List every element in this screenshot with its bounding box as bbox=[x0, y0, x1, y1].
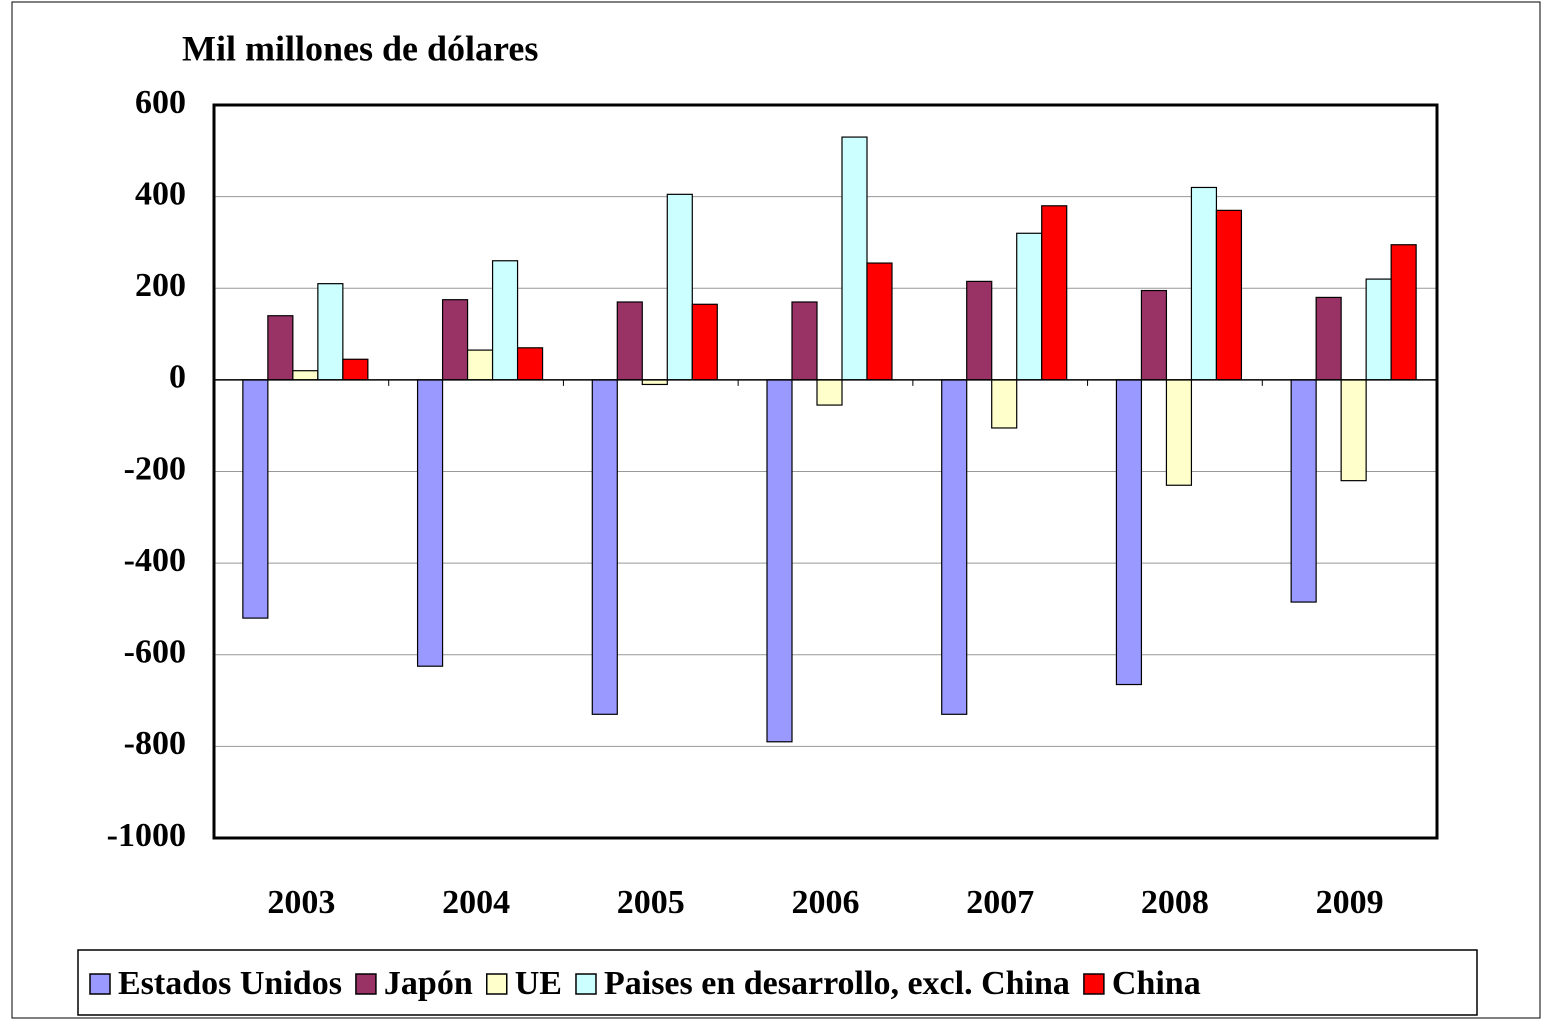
x-tick-label: 2004 bbox=[442, 884, 510, 921]
bar bbox=[416, 379, 444, 667]
y-tick-label: 200 bbox=[135, 267, 186, 304]
bar bbox=[441, 299, 469, 381]
x-tick-label: 2008 bbox=[1141, 884, 1209, 921]
bar bbox=[1365, 278, 1392, 381]
bar bbox=[841, 136, 868, 381]
legend-swatch bbox=[575, 973, 597, 995]
y-tick-label: 400 bbox=[135, 175, 186, 212]
bar bbox=[1115, 379, 1143, 686]
bar bbox=[491, 260, 519, 381]
bar bbox=[1390, 244, 1417, 381]
bar bbox=[1315, 296, 1342, 381]
bar bbox=[516, 347, 544, 381]
y-tick-label: -400 bbox=[124, 542, 186, 579]
bar bbox=[1140, 289, 1168, 381]
bar bbox=[317, 283, 344, 381]
bar bbox=[292, 370, 319, 381]
bar bbox=[267, 315, 294, 381]
y-tick-label: -1000 bbox=[107, 817, 186, 854]
chart-title: Mil millones de dólares bbox=[182, 28, 538, 68]
bar bbox=[591, 379, 618, 715]
x-tick-label: 2005 bbox=[617, 884, 685, 921]
legend-swatch bbox=[355, 973, 377, 995]
bar bbox=[1165, 379, 1193, 486]
plot-frame bbox=[212, 103, 1439, 840]
legend-label: Estados Unidos bbox=[118, 965, 342, 1002]
bar bbox=[1016, 232, 1043, 381]
bar bbox=[1215, 209, 1243, 381]
x-tick-label: 2003 bbox=[267, 884, 335, 921]
bar bbox=[691, 303, 718, 381]
bar bbox=[666, 193, 693, 381]
bar bbox=[816, 379, 843, 406]
bar bbox=[1041, 205, 1068, 381]
y-tick-label: 0 bbox=[169, 359, 186, 396]
bar bbox=[242, 379, 269, 619]
bar bbox=[766, 379, 793, 743]
x-tick-label: 2007 bbox=[966, 884, 1034, 921]
bar bbox=[966, 280, 993, 381]
bar bbox=[941, 379, 968, 715]
legend-label: UE bbox=[515, 965, 562, 1002]
x-tick-label: 2009 bbox=[1316, 884, 1384, 921]
bar bbox=[866, 262, 893, 381]
bar bbox=[1290, 379, 1317, 603]
bar bbox=[1340, 379, 1367, 482]
legend-swatch bbox=[89, 973, 111, 995]
legend-box bbox=[77, 949, 1478, 1016]
y-tick-label: 600 bbox=[135, 84, 186, 121]
x-tick-label: 2006 bbox=[792, 884, 860, 921]
y-tick-label: -800 bbox=[124, 725, 186, 762]
bar bbox=[991, 379, 1018, 429]
legend-label: Paises en desarrollo, excl. China bbox=[604, 965, 1070, 1002]
legend-swatch bbox=[1083, 973, 1105, 995]
bar bbox=[466, 349, 494, 381]
bar bbox=[616, 301, 643, 381]
legend-label: Japón bbox=[384, 965, 473, 1002]
legend-swatch bbox=[486, 973, 508, 995]
bar bbox=[791, 301, 818, 381]
legend-label: China bbox=[1112, 965, 1201, 1002]
bar bbox=[1190, 186, 1218, 381]
y-tick-label: -600 bbox=[124, 634, 186, 671]
bar bbox=[342, 358, 369, 381]
y-tick-label: -200 bbox=[124, 450, 186, 487]
